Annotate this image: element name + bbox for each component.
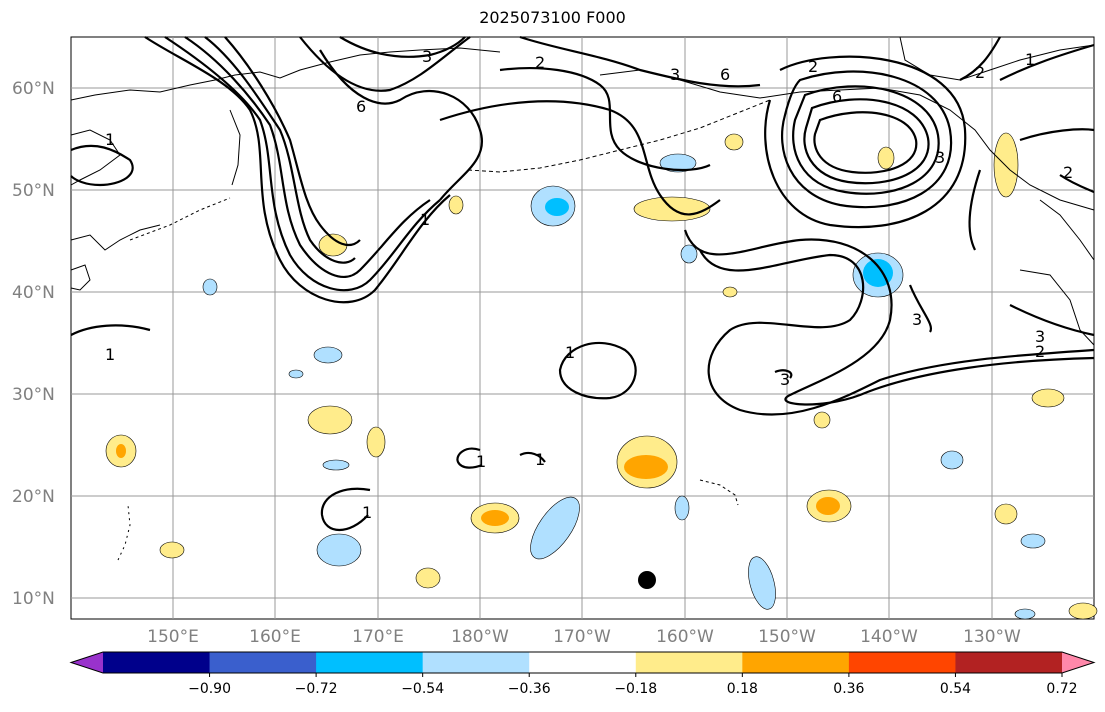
contour-label-1: 1 (535, 450, 545, 469)
lon-label: 170°W (553, 627, 611, 647)
colorbar-tick-label: −0.18 (614, 681, 657, 697)
colorbar-extend-high (1062, 652, 1094, 673)
colorbar-outline (69, 651, 1096, 674)
colorbar-segment (635, 652, 743, 673)
colorbar-segment (209, 652, 317, 673)
colorbar-segment (848, 652, 956, 673)
colorbar-segment (742, 652, 850, 673)
colorbar-segment (529, 652, 637, 673)
colorbar: −0.90 −0.72 −0.54 −0.36 −0.18 0.18 0.36 0.54 0.7… (69, 651, 1096, 697)
colorbar-extend-low (71, 652, 103, 673)
contour-label-3: 3 (780, 370, 790, 389)
gridlines (71, 37, 1094, 619)
colorbar-tick-label: 0.54 (940, 681, 971, 697)
colorbar-segment (422, 652, 530, 673)
colorbar-tick-label: −0.54 (401, 681, 444, 697)
contour-label-6: 6 (832, 87, 842, 106)
map-title: 2025073100 F000 (479, 8, 626, 27)
colorbar-tick-label: −0.36 (508, 681, 551, 697)
contour-label-3: 3 (935, 148, 945, 167)
lat-axis-labels: 60°N 50°N 40°N 30°N 20°N 10°N (12, 79, 55, 609)
contour-label-1: 1 (565, 343, 575, 362)
lon-label: 150°E (147, 627, 199, 647)
lat-label: 30°N (12, 385, 55, 405)
colorbar-tick-label: 0.18 (727, 681, 758, 697)
contour-lines (70, 35, 1095, 531)
contour-label-2: 2 (1035, 342, 1045, 361)
contour-label-2: 2 (808, 57, 818, 76)
contour-labels: 1 1 3 2 6 1 3 6 6 2 2 1 2 3 3 3 2 3 1 1 … (105, 47, 1073, 522)
lon-label: 130°W (963, 627, 1021, 647)
contour-label-1: 1 (1025, 50, 1035, 69)
colorbar-tick-label: 0.36 (833, 681, 864, 697)
lon-label: 140°W (860, 627, 918, 647)
colorbar-segment (316, 652, 424, 673)
contour-label-3: 3 (912, 310, 922, 329)
lon-label: 160°E (249, 627, 301, 647)
contour-label-3: 3 (422, 47, 432, 66)
contour-label-2: 2 (535, 53, 545, 72)
contour-label-2: 2 (1063, 163, 1073, 182)
lat-label: 60°N (12, 79, 55, 99)
contour-label-1: 1 (476, 452, 486, 471)
lat-label: 10°N (12, 589, 55, 609)
colorbar-tick-label: 0.72 (1046, 681, 1077, 697)
contour-label-3: 3 (670, 65, 680, 84)
contour-label-1: 1 (105, 345, 115, 364)
colorbar-tick-label: −0.72 (295, 681, 338, 697)
contour-label-6: 6 (356, 97, 366, 116)
contour-label-1: 1 (105, 130, 115, 149)
lat-label: 50°N (12, 181, 55, 201)
contour-label-1: 1 (420, 210, 430, 229)
contour-label-1: 1 (362, 503, 372, 522)
contour-label-6: 6 (720, 65, 730, 84)
lon-label: 170°E (352, 627, 404, 647)
colorbar-segment (103, 652, 211, 673)
colorbar-tick-label: −0.90 (188, 681, 231, 697)
lat-label: 40°N (12, 283, 55, 303)
storm-position-dot (638, 571, 656, 589)
contour-label-2: 2 (975, 63, 985, 82)
lon-label: 160°W (656, 627, 714, 647)
lat-label: 20°N (12, 487, 55, 507)
lon-label: 150°W (758, 627, 816, 647)
lon-label: 180°W (451, 627, 509, 647)
lon-axis-labels: 150°E 160°E 170°E 180°W 170°W 160°W 150°… (147, 627, 1021, 647)
colorbar-segment (955, 652, 1063, 673)
contour-label-3: 3 (1035, 327, 1045, 346)
